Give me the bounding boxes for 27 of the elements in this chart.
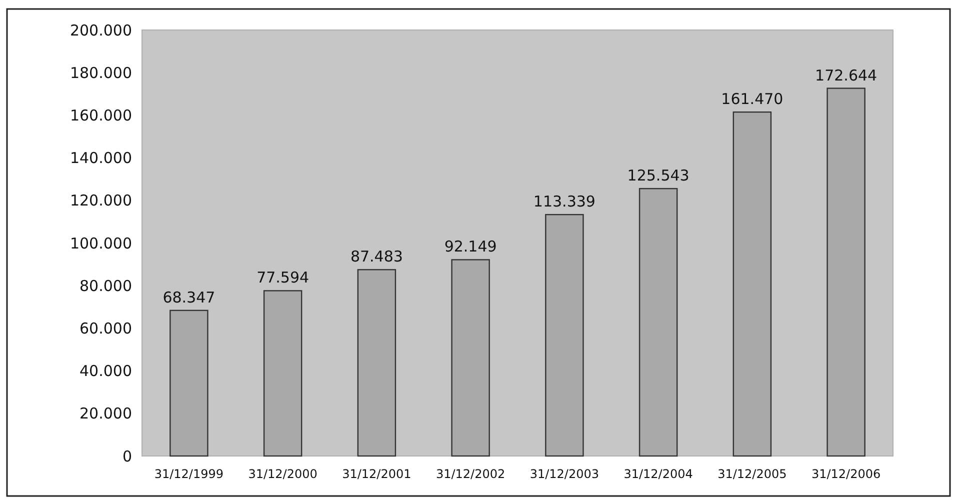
x-tick-label: 31/12/2003 [530,467,600,481]
data-label: 87.483 [350,248,403,266]
y-tick-label: 80.000 [80,276,132,295]
y-tick-label: 20.000 [80,404,132,423]
data-label: 113.339 [533,192,596,211]
y-tick-label: 120.000 [70,192,132,210]
data-label: 92.149 [444,238,497,256]
x-tick-label: 31/12/2001 [342,467,412,481]
y-tick-label: 0 [122,447,132,466]
y-tick-label: 200.000 [70,21,132,40]
y-tick-label: 100.000 [70,234,132,252]
data-label: 161.470 [721,90,784,108]
y-tick-label: 180.000 [70,64,132,82]
x-tick-label: 31/12/2004 [624,467,693,481]
data-label: 68.347 [162,288,216,306]
data-label: 125.543 [627,166,690,185]
y-tick-label: 140.000 [70,149,132,168]
x-tick-label: 31/12/1999 [154,467,224,481]
x-tick-label: 31/12/2000 [248,467,318,481]
data-label: 172.644 [815,66,878,84]
x-tick-label: 31/12/2006 [811,467,881,481]
x-tick-label: 31/12/2005 [718,467,787,481]
x-tick-label: 31/12/2002 [436,467,506,481]
y-tick-label: 40.000 [80,362,132,380]
y-tick-label: 60.000 [80,319,132,338]
y-tick-label: 160.000 [70,106,132,124]
data-label: 77.594 [256,268,310,287]
